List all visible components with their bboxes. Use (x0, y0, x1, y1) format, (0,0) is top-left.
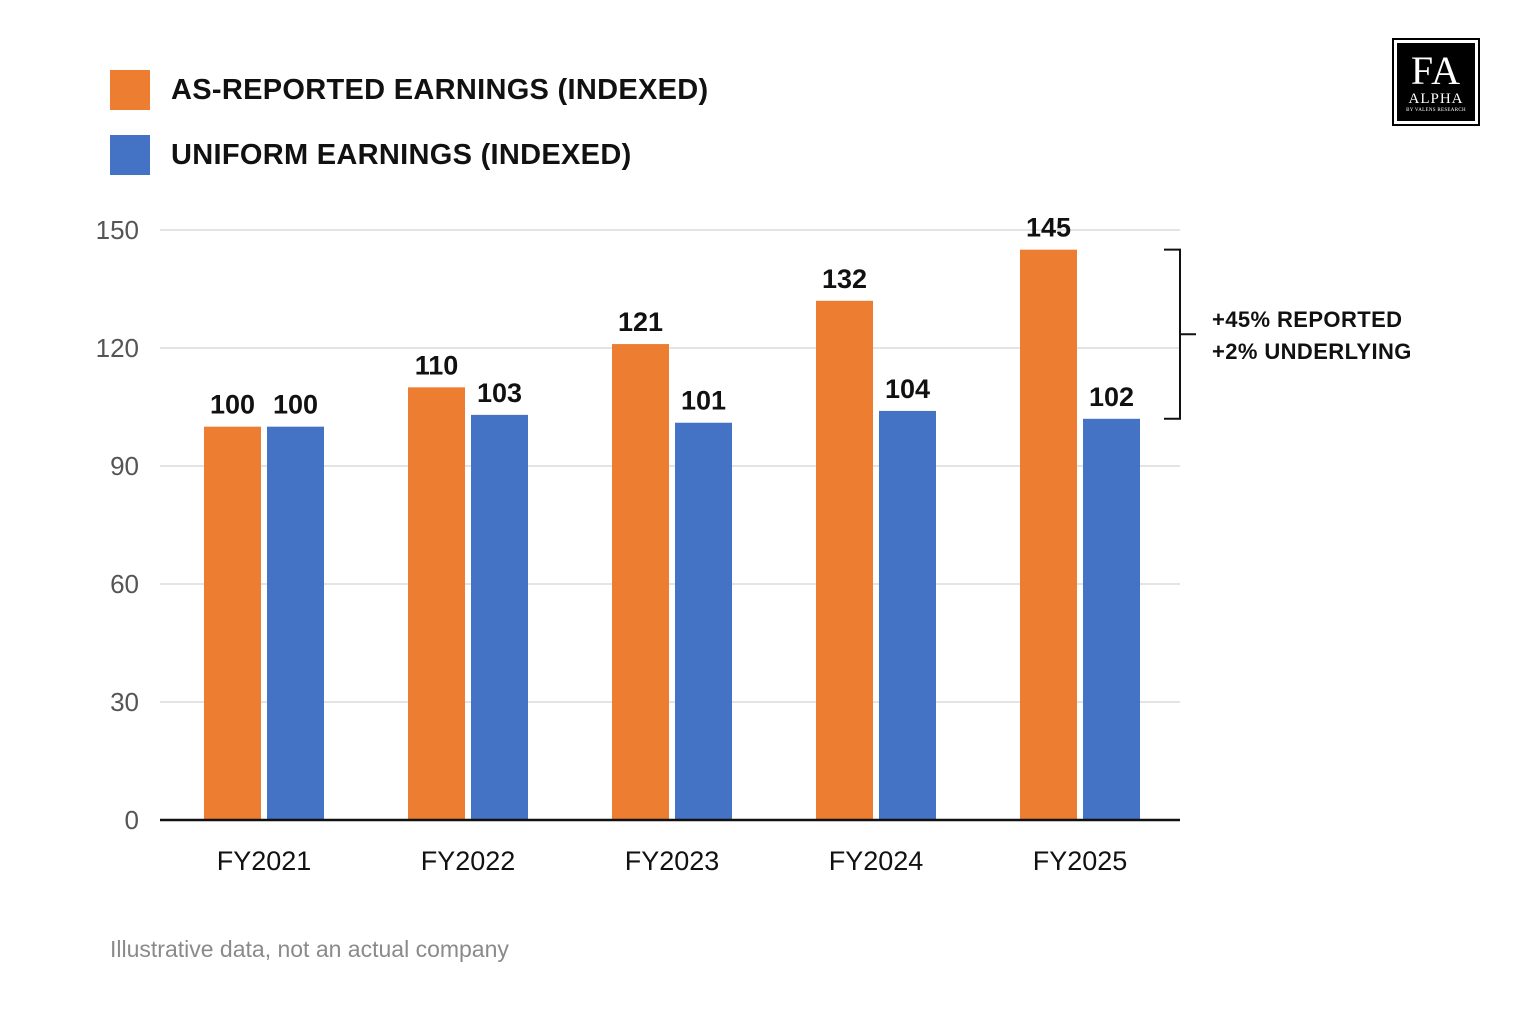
x-tick-label: FY2023 (625, 846, 720, 876)
bar-uniform-fy2023 (675, 422, 732, 820)
bars (204, 249, 1140, 820)
data-label: 103 (477, 378, 522, 408)
x-tick-label: FY2024 (829, 846, 924, 876)
legend: AS-REPORTED EARNINGS (INDEXED) UNIFORM E… (110, 70, 709, 200)
legend-item-uniform: UNIFORM EARNINGS (INDEXED) (110, 135, 709, 175)
bar-uniform-fy2021 (267, 426, 324, 820)
fa-alpha-logo: FA ALPHA BY VALENS RESEARCH (1392, 38, 1480, 126)
data-label: 132 (822, 264, 867, 294)
legend-swatch-as-reported (110, 70, 150, 110)
data-label: 145 (1026, 213, 1071, 243)
data-label: 110 (415, 350, 459, 380)
legend-swatch-uniform (110, 135, 150, 175)
x-tick-label: FY2021 (217, 846, 312, 876)
bar-as-reported-fy2025 (1020, 249, 1077, 820)
growth-bracket (1164, 248, 1196, 420)
y-tick-label: 30 (110, 687, 139, 717)
bar-as-reported-fy2021 (204, 426, 261, 820)
data-label: 101 (681, 386, 726, 416)
logo-word: ALPHA (1408, 91, 1464, 107)
growth-annotation: +45% REPORTED +2% UNDERLYING (1164, 248, 1412, 420)
y-tick-label: 120 (96, 333, 139, 363)
data-label: 104 (885, 374, 930, 404)
bar-uniform-fy2024 (879, 410, 936, 820)
bar-as-reported-fy2024 (816, 300, 873, 820)
footnote: Illustrative data, not an actual company (110, 936, 509, 962)
x-tick-label: FY2025 (1033, 846, 1128, 876)
gridlines (160, 229, 1180, 703)
y-tick-label: 90 (110, 451, 139, 481)
legend-item-as-reported: AS-REPORTED EARNINGS (INDEXED) (110, 70, 709, 110)
logo-tagline: BY VALENS RESEARCH (1406, 108, 1466, 113)
data-label: 100 (273, 390, 318, 420)
bar-as-reported-fy2023 (612, 344, 669, 820)
data-labels: 100 100 110 103 121 101 132 104 145 102 (210, 213, 1134, 420)
legend-label-uniform: UNIFORM EARNINGS (INDEXED) (171, 138, 632, 171)
bar-uniform-fy2025 (1083, 418, 1140, 820)
annotation-reported: +45% REPORTED (1212, 307, 1402, 332)
annotation-underlying: +2% UNDERLYING (1212, 339, 1412, 364)
x-tick-label: FY2022 (421, 846, 516, 876)
data-label: 100 (210, 390, 255, 420)
x-axis-ticks: FY2021 FY2022 FY2023 FY2024 FY2025 (217, 846, 1128, 876)
y-tick-label: 150 (96, 215, 139, 245)
legend-label-as-reported: AS-REPORTED EARNINGS (INDEXED) (171, 73, 709, 106)
y-tick-label: 0 (125, 805, 139, 835)
data-label: 102 (1089, 382, 1134, 412)
y-tick-label: 60 (110, 569, 139, 599)
bar-uniform-fy2022 (471, 414, 528, 820)
data-label: 121 (618, 307, 663, 337)
y-axis-ticks: 0 30 60 90 120 150 (96, 215, 139, 835)
logo-mark: FA (1410, 48, 1462, 93)
bar-as-reported-fy2022 (408, 387, 465, 820)
